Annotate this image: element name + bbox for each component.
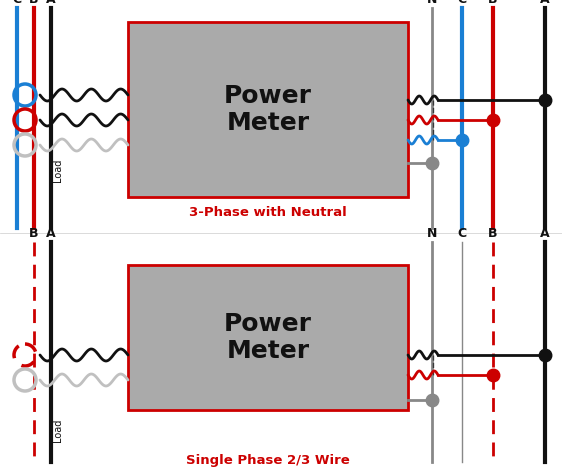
Text: Single Phase 2/3 Wire: Single Phase 2/3 Wire	[186, 454, 350, 467]
Text: B: B	[488, 0, 498, 6]
Text: A: A	[46, 0, 56, 6]
Text: Load: Load	[53, 158, 63, 182]
Text: A: A	[540, 227, 550, 240]
Text: C: C	[457, 227, 466, 240]
Text: 3-Phase with Neutral: 3-Phase with Neutral	[189, 206, 347, 219]
Text: A: A	[46, 227, 56, 240]
Text: C: C	[457, 0, 466, 6]
Text: C: C	[12, 0, 21, 6]
Text: N: N	[427, 227, 437, 240]
Text: B: B	[488, 227, 498, 240]
Text: B: B	[29, 227, 39, 240]
Text: Power
Meter: Power Meter	[224, 84, 312, 135]
Text: Power
Meter: Power Meter	[224, 311, 312, 363]
Text: N: N	[427, 0, 437, 6]
Text: Load: Load	[53, 418, 63, 442]
Text: B: B	[29, 0, 39, 6]
FancyBboxPatch shape	[128, 265, 408, 410]
FancyBboxPatch shape	[128, 22, 408, 197]
Text: A: A	[540, 0, 550, 6]
